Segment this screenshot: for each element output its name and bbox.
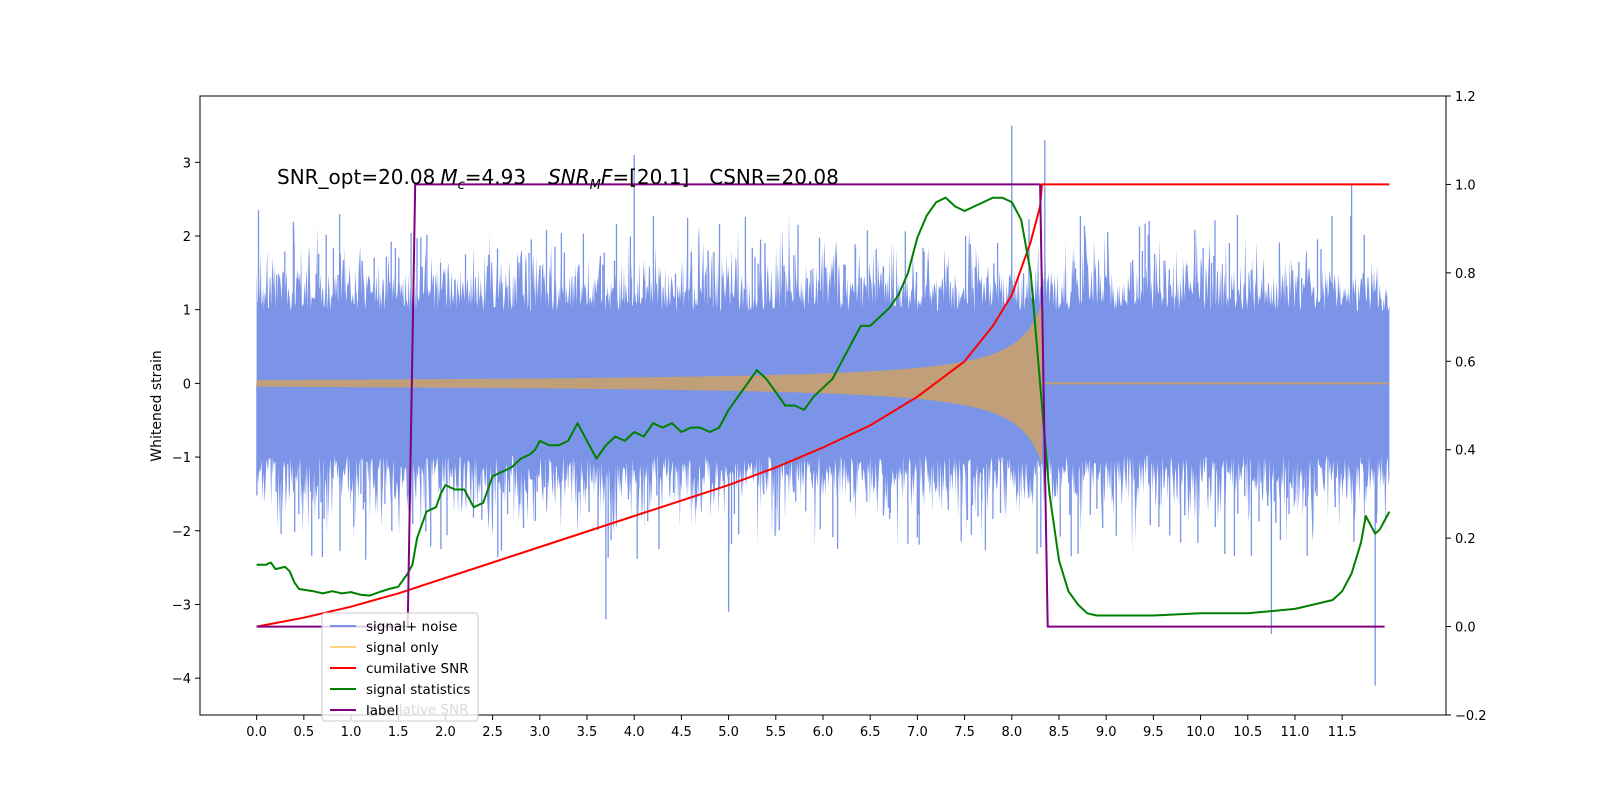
legend-label: cumilative SNR [366,661,469,677]
x-tick-label: 8.5 [1049,725,1070,740]
legend-label: label [366,703,399,719]
legend-items: signal+ noise signal only cumilative SNR si… [330,619,470,719]
y-right-tick-label: 1.2 [1455,90,1476,105]
y-right-tick-label: 0.8 [1455,267,1476,282]
snr-annotation: SNR_opt=20.08 Mc=4.93 SNRMF=[20.1] CSNR=20.… [277,165,839,193]
x-tick-label: 6.0 [813,725,834,740]
legend-frame [321,612,479,722]
y-right-tick-label: 0.6 [1455,355,1476,370]
x-tick-label: 6.5 [860,725,881,740]
y-left-tick-label: 2 [183,230,191,245]
y-left-tick-label: 3 [183,156,191,171]
y-left-tick-label: −2 [172,525,191,540]
x-tick-label: 10.0 [1186,725,1215,740]
x-tick-label: 4.5 [671,725,692,740]
y-left-tick-label: −4 [172,672,191,687]
x-tick-label: 1.0 [341,725,362,740]
y-left-tick-label: 0 [183,377,191,392]
y-axis-left: 3 2 1 0 −1 −2 −3 −4 [172,156,200,687]
x-tick-label: 3.5 [577,725,598,740]
mc-subscript: c [458,178,465,193]
series-line-cumilative-snr [256,183,1390,628]
snrmf-subscript: M [590,178,601,193]
y-right-tick-label: −0.2 [1455,709,1487,724]
y-right-tick-label: 0.4 [1455,444,1476,459]
x-tick-label: 1.5 [388,725,409,740]
y-axis-right: 1.2 1.0 0.8 0.6 0.4 0.2 0.0 −0.2 [1446,90,1487,724]
y-left-tick-label: 1 [183,304,191,319]
legend-label: signal+ noise [366,619,457,635]
y-right-tick-label: 0.2 [1455,532,1476,547]
csnr-text: CSNR=20.08 [709,165,839,189]
x-tick-label: 0.5 [293,725,314,740]
x-tick-label: 8.0 [1001,725,1022,740]
snrmf-symbol: SNR [548,165,590,189]
x-tick-label: 2.0 [435,725,456,740]
x-tick-label: 10.5 [1233,725,1262,740]
x-tick-label: 2.5 [482,725,503,740]
x-tick-label: 4.0 [624,725,645,740]
x-tick-label: 11.5 [1328,725,1357,740]
legend-label: signal only [366,640,439,656]
x-tick-label: 5.0 [718,725,739,740]
x-tick-label: 0.0 [246,725,267,740]
x-tick-label: 3.0 [529,725,550,740]
x-tick-label: 7.0 [907,725,928,740]
noise-spikes [256,125,1378,686]
y-left-tick-label: −1 [172,451,191,466]
snr-opt-text: SNR_opt=20.08 [277,165,435,189]
y-axis-label: Whitened strain [149,350,165,461]
y-right-tick-label: 1.0 [1455,178,1476,193]
y-right-tick-label: 0.0 [1455,621,1476,636]
x-tick-label: 9.5 [1143,725,1164,740]
series-layer [256,125,1391,686]
legend-label: signal statistics [366,682,470,698]
x-tick-label: 7.5 [954,725,975,740]
x-tick-label: 9.0 [1096,725,1117,740]
snrmf-symbol-f: F [601,165,613,189]
x-axis: 0.0 0.5 1.0 1.5 2.0 2.5 3.0 3.5 4.0 4.5 5.0 5.5 6.0 6… [246,715,1357,740]
mc-value: =4.93 [465,165,526,189]
signal-only-chirp [256,302,1043,465]
legend: cumilative SNR signal+ noise signal only c… [321,612,479,722]
mc-symbol: M [440,165,457,189]
legend-ghost-entry: cumilative SNR [366,702,469,718]
snrmf-value: =[20.1] [612,165,689,189]
x-tick-label: 11.0 [1280,725,1309,740]
x-tick-label: 5.5 [765,725,786,740]
y-left-tick-label: −3 [172,598,191,613]
